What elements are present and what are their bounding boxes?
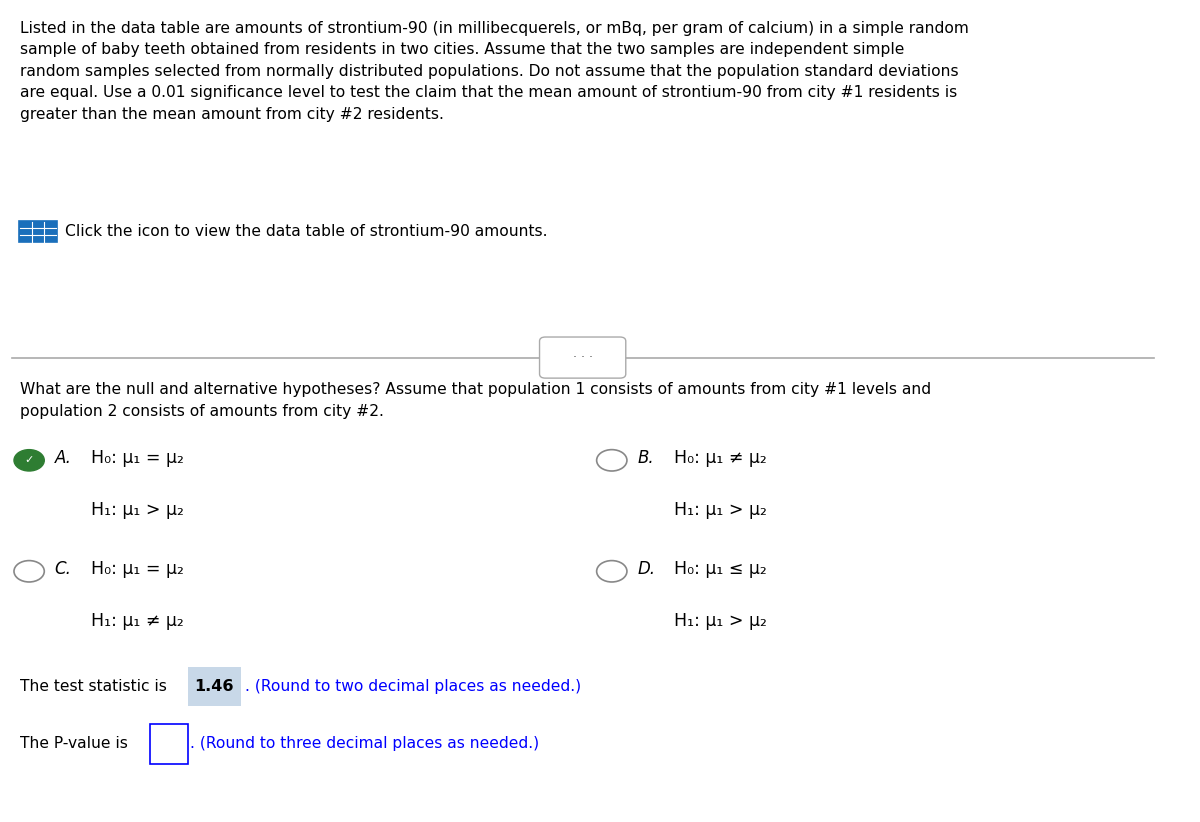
Text: Listed in the data table are amounts of strontium-90 (in millibecquerels, or mBq: Listed in the data table are amounts of … [20,21,968,122]
Text: H₁: μ₁ > μ₂: H₁: μ₁ > μ₂ [673,501,767,519]
Text: 1.46: 1.46 [194,679,234,694]
FancyBboxPatch shape [19,221,56,242]
Text: The P-value is: The P-value is [20,737,132,751]
Text: What are the null and alternative hypotheses? Assume that population 1 consists : What are the null and alternative hypoth… [20,382,931,419]
Text: The test statistic is: The test statistic is [20,679,172,694]
Text: H₀: μ₁ = μ₂: H₀: μ₁ = μ₂ [91,449,184,467]
Text: H₀: μ₁ ≠ μ₂: H₀: μ₁ ≠ μ₂ [673,449,767,467]
Text: H₀: μ₁ = μ₂: H₀: μ₁ = μ₂ [91,560,184,578]
FancyBboxPatch shape [540,337,625,378]
Text: A.: A. [55,449,72,467]
Text: . (Round to two decimal places as needed.): . (Round to two decimal places as needed… [245,679,581,694]
Text: H₀: μ₁ ≤ μ₂: H₀: μ₁ ≤ μ₂ [673,560,767,578]
FancyBboxPatch shape [150,724,187,764]
Text: Click the icon to view the data table of strontium-90 amounts.: Click the icon to view the data table of… [65,224,547,239]
Text: C.: C. [55,560,72,578]
Text: D.: D. [637,560,655,578]
Text: · · ·: · · · [572,351,593,364]
FancyBboxPatch shape [187,667,241,706]
Text: H₁: μ₁ ≠ μ₂: H₁: μ₁ ≠ μ₂ [91,612,184,630]
Text: . (Round to three decimal places as needed.): . (Round to three decimal places as need… [190,737,539,751]
Text: H₁: μ₁ > μ₂: H₁: μ₁ > μ₂ [673,612,767,630]
Text: H₁: μ₁ > μ₂: H₁: μ₁ > μ₂ [91,501,184,519]
Text: B.: B. [637,449,654,467]
Text: ✓: ✓ [24,455,34,465]
Circle shape [14,450,44,471]
